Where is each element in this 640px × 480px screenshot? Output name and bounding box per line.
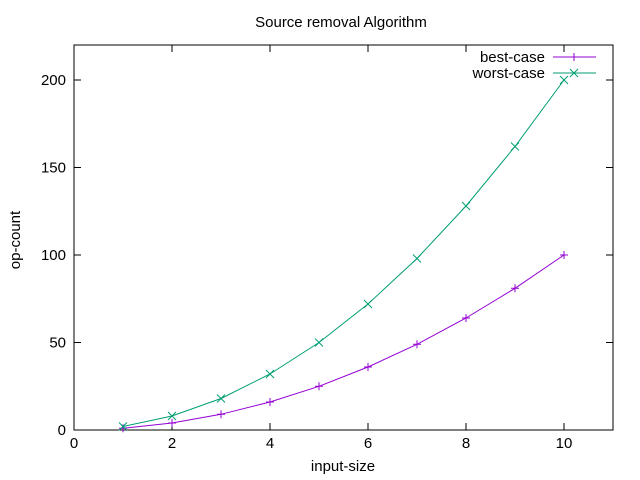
x-tick-label: 6 [364, 435, 372, 452]
data-point-best-case [560, 251, 568, 259]
y-tick-label: 0 [58, 422, 66, 439]
data-point-best-case [266, 398, 274, 406]
y-axis-title: op-count [7, 210, 24, 269]
x-tick-label: 4 [266, 435, 274, 452]
plot-frame [73, 44, 614, 431]
data-point-best-case [315, 382, 323, 391]
y-tick-label: 50 [49, 335, 66, 352]
series-best-case [119, 251, 568, 433]
data-point-best-case [462, 314, 470, 322]
y-tick-label: 150 [41, 160, 66, 177]
series-layer [118, 75, 569, 433]
data-point-worst-case [167, 411, 177, 421]
chart-title: Source removal Algorithm [255, 14, 427, 31]
data-point-worst-case [559, 75, 569, 85]
data-point-best-case [217, 410, 225, 419]
data-point-worst-case [118, 422, 128, 431]
legend-label: worst-case [471, 65, 545, 82]
data-point-best-case [413, 340, 421, 349]
series-line-worst-case [122, 79, 565, 427]
data-point-worst-case [461, 201, 471, 211]
series-worst-case [118, 75, 569, 431]
data-point-best-case [119, 424, 127, 433]
data-point-worst-case [412, 254, 422, 263]
x-tick-label: 10 [556, 435, 573, 452]
data-point-worst-case [216, 394, 226, 403]
data-point-worst-case [265, 369, 275, 379]
y-tick-label: 100 [41, 247, 66, 264]
data-point-best-case [168, 419, 176, 427]
x-tick-label: 0 [70, 435, 78, 452]
legend-swatch-marker [569, 68, 579, 78]
y-tick-label: 200 [41, 72, 66, 89]
data-point-worst-case [510, 142, 520, 151]
legend-label: best-case [480, 49, 545, 66]
data-point-best-case [511, 284, 519, 293]
legend-swatch-marker [570, 53, 578, 61]
x-axis-title: input-size [311, 458, 375, 475]
data-point-worst-case [363, 299, 373, 309]
x-tick-label: 2 [168, 435, 176, 452]
x-tick-label: 8 [462, 435, 470, 452]
data-point-best-case [364, 363, 372, 371]
data-point-worst-case [314, 338, 324, 347]
series-line-best-case [122, 254, 565, 429]
